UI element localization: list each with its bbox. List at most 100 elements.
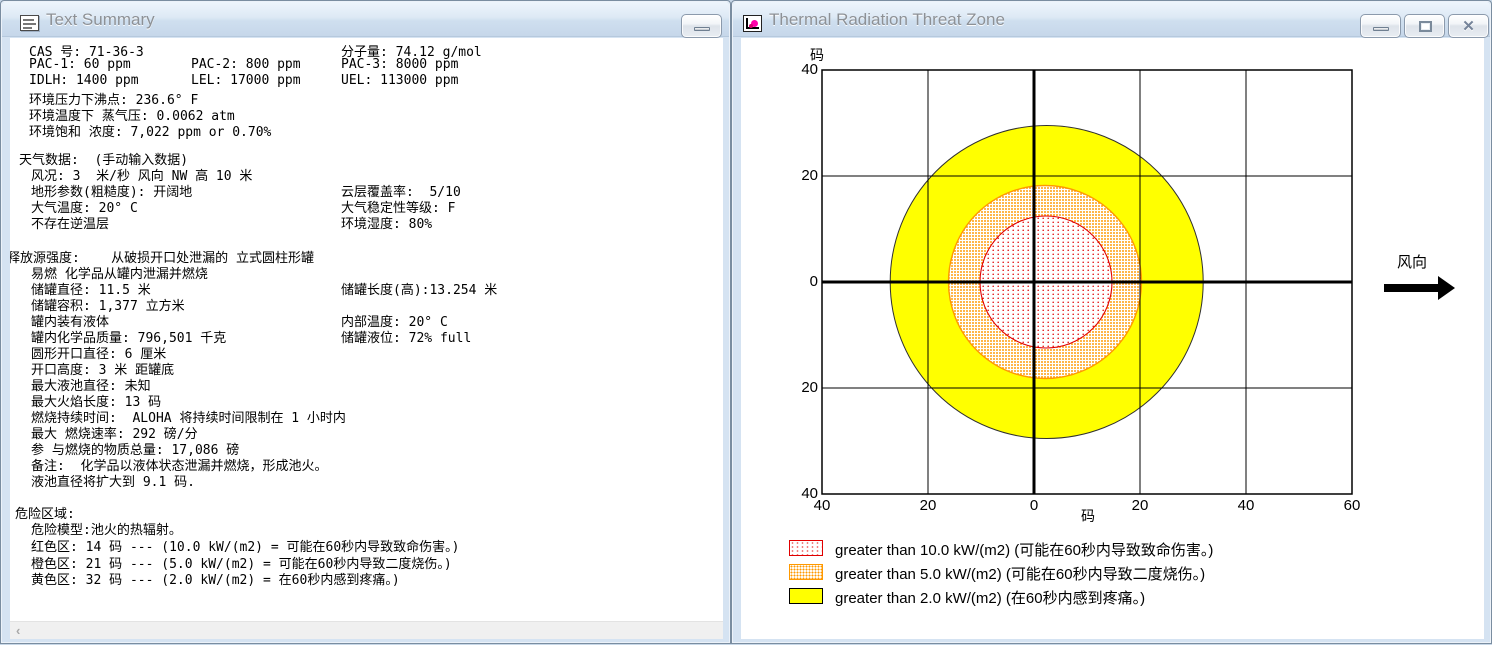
window-title: Text Summary bbox=[46, 10, 155, 29]
text-segment: IDLH: 1400 ppm bbox=[29, 73, 139, 88]
text-segment: 罐内化学品质量: 796,501 千克 bbox=[31, 331, 227, 346]
maximize-icon bbox=[1419, 21, 1432, 32]
text-segment: PAC-1: 60 ppm bbox=[29, 57, 131, 72]
text-segment: 易燃 化学品从罐内泄漏并燃烧 bbox=[31, 267, 208, 282]
text-segment: 云层覆盖率: 5/10 bbox=[341, 185, 461, 200]
text-line: 环境温度下 蒸气压: 0.0062 atm bbox=[10, 105, 723, 124]
text-segment: 释放源强度: 从破损开口处泄漏的 立式圆柱形罐 bbox=[10, 251, 314, 266]
text-line: 红色区: 14 码 --- (10.0 kW/(m2) = 可能在60秒内导致致… bbox=[10, 536, 723, 555]
text-line: IDLH: 1400 ppm LEL: 17000 ppm UEL: 113000 … bbox=[10, 73, 723, 89]
maximize-button[interactable] bbox=[1404, 14, 1445, 38]
text-segment: 储罐长度(高):13.254 米 bbox=[341, 283, 498, 298]
text-segment: 储罐容积: 1,377 立方米 bbox=[31, 299, 185, 314]
text-segment: CAS 号: 71-36-3 bbox=[29, 45, 144, 60]
text-segment: 储罐直径: 11.5 米 bbox=[31, 283, 151, 298]
text-segment: 环境湿度: 80% bbox=[341, 217, 433, 232]
text-segment: 环境温度下 蒸气压: 0.0062 atm bbox=[29, 109, 235, 124]
text-summary-window: Text Summary CAS 号: 71-36-3 分子量: 74.12 g/… bbox=[0, 0, 731, 644]
text-segment: 内部温度: 20° C bbox=[341, 315, 448, 330]
text-segment: 开口高度: 3 米 距罐底 bbox=[31, 363, 175, 378]
text-line: 不存在逆温层 环境湿度: 80% bbox=[10, 213, 723, 232]
y-tick-label: 40 bbox=[801, 61, 818, 78]
text-line: 橙色区: 21 码 --- (5.0 kW/(m2) = 可能在60秒内导致二度… bbox=[10, 553, 723, 572]
text-summary-titlebar[interactable]: Text Summary bbox=[2, 2, 729, 38]
text-line: 储罐容积: 1,377 立方米 bbox=[10, 295, 723, 314]
x-tick-label: 20 bbox=[919, 497, 937, 514]
close-icon: ✕ bbox=[1462, 18, 1475, 35]
text-line: 罐内化学品质量: 796,501 千克 储罐液位: 72% full bbox=[10, 327, 723, 346]
text-line: 危险模型:池火的热辐射。 bbox=[10, 519, 723, 538]
text-line: 燃烧持续时间: ALOHA 将持续时间限制在 1 小时内 bbox=[10, 407, 723, 426]
scroll-left-icon[interactable]: ‹ bbox=[16, 623, 21, 638]
text-line: 易燃 化学品从罐内泄漏并燃烧 bbox=[10, 263, 723, 282]
threat-zone-chart-icon bbox=[743, 15, 762, 32]
text-segment: 天气数据: (手动输入数据) bbox=[19, 153, 189, 168]
text-line: 危险区域: bbox=[10, 503, 723, 522]
text-segment: 危险区域: bbox=[15, 507, 75, 522]
y-tick-label: 0 bbox=[809, 273, 818, 290]
minimize-button[interactable] bbox=[1360, 14, 1401, 38]
text-segment: 橙色区: 21 码 --- (5.0 kW/(m2) = 可能在60秒内导致二度… bbox=[31, 557, 452, 572]
legend-label: greater than 10.0 kW/(m2) (可能在60秒内导致致命伤害… bbox=[835, 542, 1214, 559]
x-tick-label: 40 bbox=[1237, 497, 1255, 514]
text-segment: 不存在逆温层 bbox=[31, 217, 110, 232]
text-line: 释放源强度: 从破损开口处泄漏的 立式圆柱形罐 bbox=[10, 247, 723, 266]
text-segment: 备注: 化学品以液体状态泄漏并燃烧，形成池火。 bbox=[31, 459, 328, 474]
text-line: 天气数据: (手动输入数据) bbox=[10, 149, 723, 168]
x-tick-label: 20 bbox=[1131, 497, 1149, 514]
red-dots-swatch bbox=[789, 540, 823, 556]
text-document-icon bbox=[20, 15, 39, 31]
legend-label: greater than 5.0 kW/(m2) (可能在60秒内导致二度烧伤。… bbox=[835, 566, 1206, 583]
minimize-button[interactable] bbox=[681, 14, 722, 38]
text-segment: 红色区: 14 码 --- (10.0 kW/(m2) = 可能在60秒内导致致… bbox=[31, 540, 460, 555]
text-segment: PAC-3: 8000 ppm bbox=[341, 57, 459, 72]
text-segment: 风况: 3 米/秒 风向 NW 高 10 米 bbox=[31, 169, 253, 184]
y-tick-label: 40 bbox=[801, 485, 818, 502]
threat-zone-legend: greater than 10.0 kW/(m2) (可能在60秒内导致致命伤害… bbox=[789, 539, 1439, 619]
x-tick-label: 0 bbox=[1029, 497, 1039, 514]
text-segment: 最大火焰长度: 13 码 bbox=[31, 395, 162, 410]
text-line: 最大 燃烧速率: 292 磅/分 bbox=[10, 423, 723, 442]
threat-zone-titlebar[interactable]: Thermal Radiation Threat Zone ✕ bbox=[733, 2, 1490, 38]
text-line: 环境压力下沸点: 236.6° F bbox=[10, 89, 723, 108]
text-line: 大气温度: 20° C 大气稳定性等级: F bbox=[10, 197, 723, 216]
text-segment: PAC-2: 800 ppm bbox=[191, 57, 301, 72]
y-tick-label: 20 bbox=[801, 167, 818, 184]
text-line: 储罐直径: 11.5 米 储罐长度(高):13.254 米 bbox=[10, 279, 723, 298]
text-segment: 最大 燃烧速率: 292 磅/分 bbox=[31, 427, 198, 442]
minimize-icon bbox=[1373, 27, 1389, 31]
text-segment: 最大液池直径: 未知 bbox=[31, 379, 151, 394]
threat-zone-window: Thermal Radiation Threat Zone ✕ bbox=[731, 0, 1492, 644]
text-segment: 环境饱和 浓度: 7,022 ppm or 0.70% bbox=[29, 125, 272, 140]
orange-dots-swatch bbox=[789, 564, 823, 580]
y-axis-unit-label: 码 bbox=[810, 47, 824, 63]
close-button[interactable]: ✕ bbox=[1448, 14, 1489, 38]
text-segment: 分子量: 74.12 g/mol bbox=[341, 45, 482, 60]
text-line: 最大液池直径: 未知 bbox=[10, 375, 723, 394]
text-summary-content[interactable]: CAS 号: 71-36-3 分子量: 74.12 g/mol PAC-1: 60 … bbox=[10, 38, 723, 621]
text-segment: 液池直径将扩大到 9.1 码. bbox=[31, 475, 195, 490]
text-segment: 地形参数(粗糙度): 开阔地 bbox=[31, 185, 193, 200]
x-tick-label: 60 bbox=[1343, 497, 1361, 514]
minimize-icon bbox=[694, 27, 710, 31]
text-line: 开口高度: 3 米 距罐底 bbox=[10, 359, 723, 378]
x-axis-unit-label: 码 bbox=[1081, 508, 1095, 524]
y-tick-label: 20 bbox=[801, 379, 818, 396]
text-line: 黄色区: 32 码 --- (2.0 kW/(m2) = 在60秒内感到疼痛。) bbox=[10, 569, 723, 588]
yellow-solid-swatch bbox=[789, 588, 823, 604]
text-line: 参 与燃烧的物质总量: 17,086 磅 bbox=[10, 439, 723, 458]
horizontal-scrollbar[interactable]: ‹ bbox=[10, 621, 723, 639]
text-line: 地形参数(粗糙度): 开阔地 云层覆盖率: 5/10 bbox=[10, 181, 723, 200]
text-line: 罐内装有液体 内部温度: 20° C bbox=[10, 311, 723, 330]
text-segment: LEL: 17000 ppm bbox=[191, 73, 301, 88]
text-segment: 储罐液位: 72% full bbox=[341, 331, 472, 346]
text-segment: 罐内装有液体 bbox=[31, 315, 110, 330]
text-segment: 环境压力下沸点: 236.6° F bbox=[29, 93, 199, 108]
text-segment: 圆形开口直径: 6 厘米 bbox=[31, 347, 167, 362]
text-segment: 燃烧持续时间: ALOHA 将持续时间限制在 1 小时内 bbox=[31, 411, 346, 426]
text-line: 最大火焰长度: 13 码 bbox=[10, 391, 723, 410]
window-title: Thermal Radiation Threat Zone bbox=[769, 10, 1005, 29]
text-line: 备注: 化学品以液体状态泄漏并燃烧，形成池火。 bbox=[10, 455, 723, 474]
text-segment: 大气温度: 20° C bbox=[31, 201, 138, 216]
text-line: 环境饱和 浓度: 7,022 ppm or 0.70% bbox=[10, 121, 723, 140]
